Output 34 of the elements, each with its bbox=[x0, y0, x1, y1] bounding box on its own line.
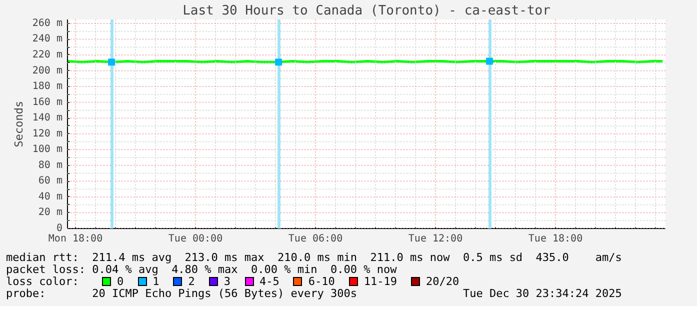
y-axis-title: Seconds bbox=[12, 100, 26, 148]
y-tick-label: 0 bbox=[56, 223, 63, 234]
text: Tue Dec 30 23:34:24 2025 bbox=[462, 287, 622, 300]
y-tick-label: 20 m bbox=[38, 207, 63, 218]
legend-label: 20/20 bbox=[426, 275, 460, 288]
y-tick-label: 100 m bbox=[32, 144, 63, 156]
legend-label: 6-10 bbox=[308, 275, 335, 288]
y-tick-label: 240 m bbox=[32, 34, 63, 45]
y-tick-label: 160 m bbox=[32, 96, 63, 108]
legend-title: loss color: bbox=[6, 275, 80, 288]
x-tick-label: Tue 00:00 bbox=[168, 234, 223, 244]
text: probe: 20 ICMP Echo Pings (56 Bytes) every 300s bbox=[6, 287, 357, 300]
y-tick-label: 80 m bbox=[38, 160, 63, 171]
legend-label: 4-5 bbox=[260, 275, 280, 288]
y-tick-label: 140 m bbox=[32, 112, 63, 124]
y-tick-label: 220 m bbox=[32, 49, 63, 60]
y-tick-label: 40 m bbox=[38, 191, 63, 202]
x-tick-label: Tue 18:00 bbox=[528, 234, 583, 244]
y-tick-label: 60 m bbox=[38, 176, 63, 187]
y-tick-label: 120 m bbox=[32, 128, 63, 140]
legend-label: 0 bbox=[117, 275, 124, 288]
chart-title: Last 30 Hours to Canada (Toronto) - ca-east-tor bbox=[182, 4, 551, 18]
legend-label: 1 bbox=[152, 275, 160, 288]
legend-label: 11-19 bbox=[364, 275, 397, 288]
x-tick-label: Tue 06:00 bbox=[288, 234, 343, 244]
legend-label: 2 bbox=[188, 275, 195, 288]
text: packet loss: 0.04 % avg 4.80 % max 0.00 % min 0.00 % now bbox=[6, 263, 398, 276]
x-tick-label: Mon 18:00 bbox=[48, 234, 103, 244]
text: median rtt: 211.4 ms avg 213.0 ms max 210.0 ms min 211.0 ms now 0.5 ms sd 435.0 am/s bbox=[6, 251, 622, 264]
y-tick-label: 180 m bbox=[32, 81, 63, 92]
y-tick-label: 260 m bbox=[32, 18, 63, 29]
x-tick-label: Tue 12:00 bbox=[408, 234, 463, 244]
y-tick-label: 200 m bbox=[32, 65, 63, 76]
legend-label: 3 bbox=[224, 275, 230, 288]
